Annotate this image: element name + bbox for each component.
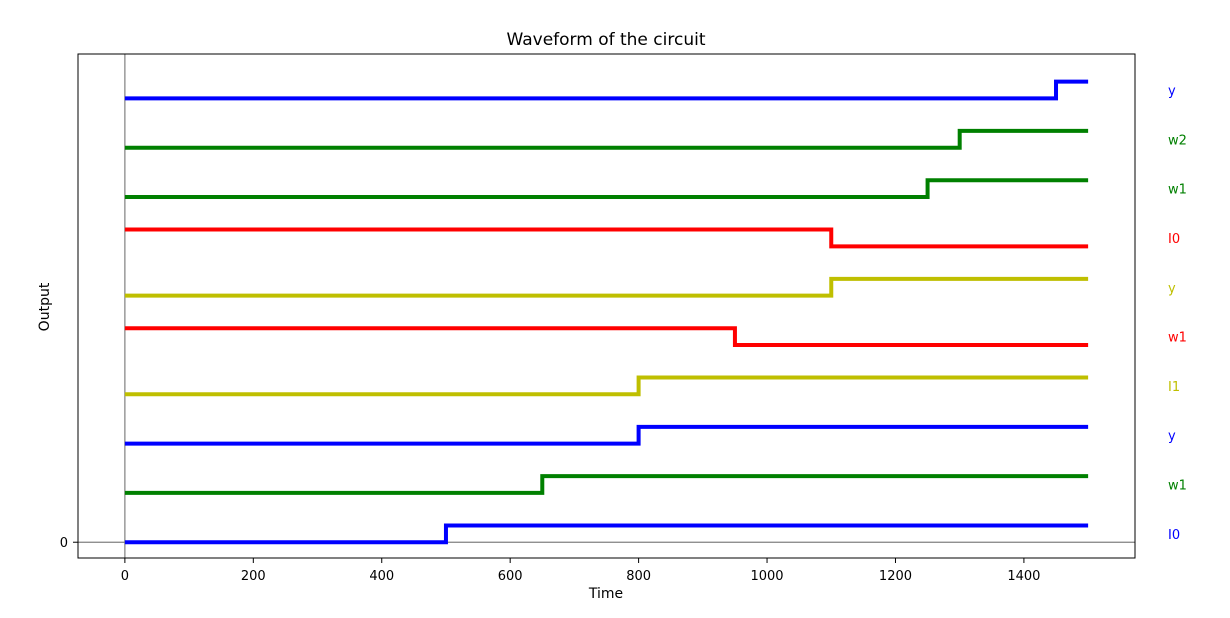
x-tick-label: 1200 (879, 569, 912, 584)
signal-label: w2 (1168, 133, 1187, 148)
waveform-series (124, 227, 1089, 249)
y-axis-label: Output (37, 282, 53, 331)
x-axis-label: Time (588, 586, 623, 602)
signal-label: I0 (1168, 232, 1180, 247)
signal-label: y (1168, 84, 1176, 99)
signal-label: w1 (1168, 331, 1187, 346)
signal-label: I0 (1168, 528, 1180, 543)
waveform-series (124, 474, 1089, 495)
signal-label: y (1168, 281, 1176, 296)
waveform-series (124, 178, 1089, 200)
waveform-series (124, 375, 1089, 397)
signal-label: w1 (1168, 479, 1187, 494)
x-tick-label: 1000 (750, 569, 783, 584)
x-tick-label: 200 (241, 569, 266, 584)
signal-label: I1 (1168, 380, 1180, 395)
x-tick-label: 600 (498, 569, 523, 584)
x-tick-label: 400 (369, 569, 394, 584)
x-tick-label: 1400 (1007, 569, 1040, 584)
waveform-series (124, 424, 1089, 446)
chart-title: Waveform of the circuit (507, 30, 706, 50)
waveform-series (124, 276, 1089, 298)
signal-labels: I0 w1 y I1 w1 y I0 w1 w2 y (1168, 84, 1187, 543)
x-tick-label: 800 (626, 569, 651, 584)
y-tick-label: 0 (60, 536, 68, 551)
waveform-series (124, 128, 1089, 150)
waveform-series (124, 523, 1089, 545)
waveform-series (124, 79, 1089, 101)
waveform-series (124, 326, 1089, 347)
x-tick-label: 0 (121, 569, 129, 584)
signal-label: w1 (1168, 183, 1187, 198)
plot-frame (77, 53, 1136, 559)
plot-area: 0 200 400 600 800 1000 1200 1400 0 (60, 53, 1136, 584)
signal-label: y (1168, 429, 1176, 444)
